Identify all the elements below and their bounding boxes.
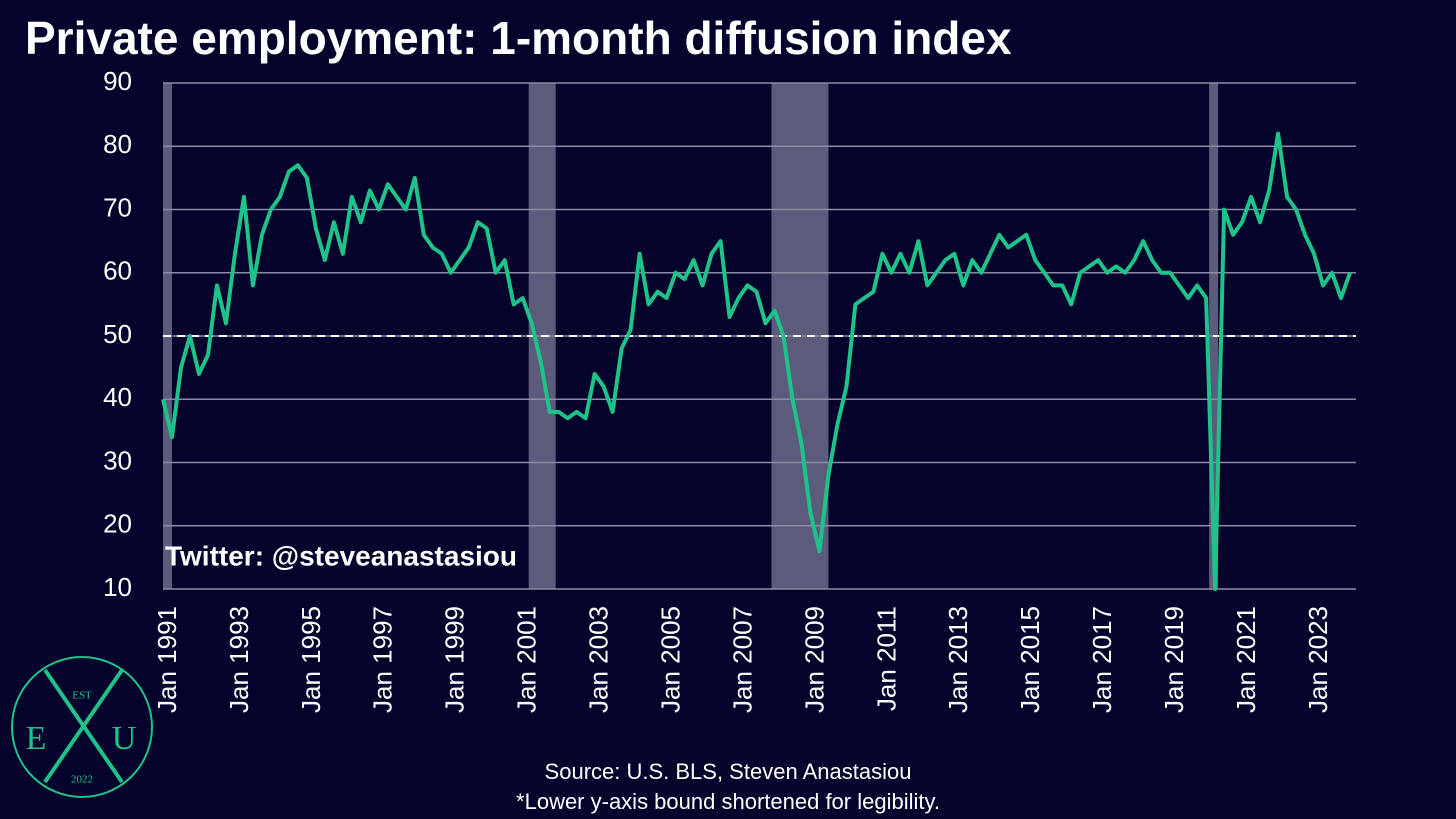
y-tick-label: 90: [103, 66, 132, 96]
y-tick-label: 20: [103, 509, 132, 539]
logo-text: EST: [72, 690, 92, 702]
note: *Lower y-axis bound shortened for legibi…: [516, 789, 940, 814]
x-tick-label: Jan 2005: [655, 606, 685, 713]
annotation: Twitter: @steveanastasiou: [165, 540, 517, 571]
x-tick-label: Jan 1991: [152, 606, 182, 713]
x-tick-label: Jan 2001: [512, 606, 542, 713]
y-tick-label: 70: [103, 192, 132, 222]
x-tick-label: Jan 1997: [368, 606, 398, 713]
x-tick-label: Jan 2007: [727, 606, 757, 713]
x-tick-label: Jan 2019: [1159, 606, 1189, 713]
x-tick-label: Jan 2015: [1015, 606, 1045, 713]
x-tick-label: Jan 2017: [1087, 606, 1117, 713]
x-tick-label: Jan 1995: [296, 606, 326, 713]
x-tick-label: Jan 1999: [440, 606, 470, 713]
x-tick-label: Jan 2009: [799, 606, 829, 713]
data-line: [161, 131, 1352, 591]
x-tick-label: Jan 2013: [943, 606, 973, 713]
source: Source: U.S. BLS, Steven Anastasiou: [545, 759, 912, 784]
y-tick-label: 50: [103, 319, 132, 349]
x-tick-label: Jan 2023: [1303, 606, 1333, 713]
logo-x: [43, 668, 124, 784]
x-tick-label: Jan 2021: [1231, 606, 1261, 713]
logo-text: U: [112, 720, 137, 757]
y-tick-label: 10: [103, 572, 132, 602]
y-tick-label: 60: [103, 256, 132, 286]
logo: EST E U 2022: [11, 656, 153, 798]
x-tick-label: Jan 2003: [584, 606, 614, 713]
y-tick-label: 40: [103, 382, 132, 412]
logo-text: E: [26, 720, 47, 757]
x-tick-label: Jan 1993: [224, 606, 254, 713]
chart-title: Private employment: 1-month diffusion in…: [25, 12, 1012, 64]
x-tick-label: Jan 2011: [871, 606, 901, 711]
y-tick-label: 30: [103, 445, 132, 475]
logo-text: 2022: [71, 774, 93, 786]
logo-ring: [11, 656, 153, 798]
y-tick-label: 80: [103, 129, 132, 159]
